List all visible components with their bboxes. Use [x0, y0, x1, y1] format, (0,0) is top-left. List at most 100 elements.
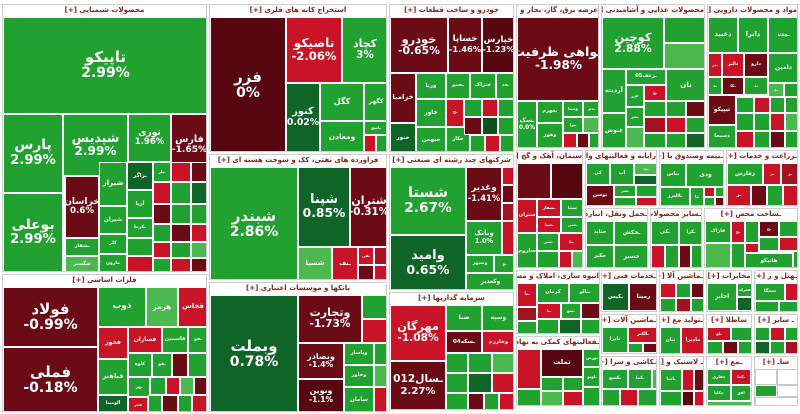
stock-tile[interactable]: اخابر	[707, 283, 737, 311]
stock-tile[interactable]	[374, 365, 386, 387]
stock-tile[interactable]	[694, 391, 703, 405]
stock-tile[interactable]: ـاالبرز	[660, 187, 690, 205]
stock-tile[interactable]: وسپهر	[466, 255, 494, 273]
stock-tile[interactable]	[755, 301, 779, 311]
sector-header[interactable]: فلزات اساسی [+]	[72, 276, 137, 284]
stock-tile[interactable]: حسیر	[614, 245, 647, 267]
stock-tile[interactable]	[171, 258, 191, 271]
stock-tile[interactable]: بیان	[660, 327, 681, 353]
stock-tile[interactable]: دالبر	[722, 53, 744, 77]
stock-tile[interactable]	[153, 258, 171, 271]
stock-tile[interactable]: ـزعف05	[626, 69, 666, 85]
stock-tile[interactable]	[676, 283, 691, 298]
stock-tile[interactable]	[759, 237, 779, 251]
stock-tile[interactable]: رمینا	[629, 283, 656, 311]
stock-tile[interactable]	[191, 182, 206, 204]
stock-tile[interactable]: شتران -0.31%	[350, 167, 386, 247]
stock-tile[interactable]: خودرو -0.65%	[390, 17, 448, 73]
stock-tile[interactable]: ـکما	[731, 369, 751, 385]
stock-tile[interactable]	[583, 117, 598, 133]
stock-tile[interactable]	[785, 341, 797, 353]
stock-tile[interactable]	[171, 182, 191, 204]
stock-tile[interactable]: غنوش	[602, 113, 626, 147]
stock-tile[interactable]	[755, 385, 777, 397]
stock-tile[interactable]	[482, 117, 498, 135]
sector-header[interactable]: محصولات غذایی و آشامیدنی [+]	[602, 6, 704, 14]
stock-tile[interactable]	[694, 369, 703, 391]
stock-tile[interactable]: ـج	[759, 221, 779, 237]
stock-tile[interactable]	[770, 327, 785, 341]
stock-tile[interactable]	[446, 393, 468, 409]
stock-tile[interactable]	[652, 369, 656, 389]
stock-tile[interactable]	[626, 127, 644, 147]
stock-tile[interactable]	[541, 391, 563, 405]
stock-tile[interactable]: ذوب	[98, 287, 146, 327]
stock-tile[interactable]	[704, 187, 715, 197]
stock-tile[interactable]	[150, 377, 166, 395]
stock-tile[interactable]	[563, 391, 583, 405]
stock-tile[interactable]	[715, 187, 723, 197]
stock-tile[interactable]	[446, 373, 468, 393]
stock-tile[interactable]: ودی	[686, 163, 723, 187]
stock-tile[interactable]	[636, 197, 656, 205]
stock-tile[interactable]: سیتا	[561, 199, 582, 217]
sector-header[interactable]: انبوه سازی، املاک و مستغلات [+]	[517, 272, 599, 280]
stock-tile[interactable]	[643, 343, 656, 353]
sector-header[interactable]: ـسایر محصولات [+]	[651, 210, 701, 218]
stock-tile[interactable]: فسازان	[128, 327, 162, 353]
stock-tile[interactable]	[551, 163, 582, 199]
stock-tile[interactable]	[682, 391, 694, 405]
stock-tile[interactable]: ـسو	[561, 303, 581, 319]
stock-tile[interactable]: ـپار	[153, 162, 171, 182]
stock-tile[interactable]: ـسی	[537, 233, 559, 251]
sector-header[interactable]: عرضه برق، گاز، بخار و آب گرم [+]	[517, 6, 598, 14]
stock-tile[interactable]	[754, 97, 770, 113]
stock-tile[interactable]: وسپه	[482, 305, 513, 331]
stock-tile[interactable]: ـکسع	[602, 369, 628, 389]
stock-tile[interactable]	[644, 117, 666, 133]
stock-tile[interactable]: ومینا	[563, 101, 583, 117]
sector-header[interactable]: شرکتهای چند رشته ای صنعتی [+]	[392, 156, 511, 164]
stock-tile[interactable]: خزامیا	[390, 73, 416, 123]
stock-tile[interactable]: فزر 0%	[210, 17, 286, 151]
stock-tile[interactable]	[770, 113, 785, 131]
stock-tile[interactable]	[362, 295, 386, 319]
sector-header[interactable]: ـ لاستیک و [+]	[660, 358, 703, 366]
stock-tile[interactable]: ـو	[494, 255, 513, 273]
stock-tile[interactable]	[731, 327, 751, 341]
stock-tile[interactable]: کاوه	[128, 353, 152, 377]
stock-tile[interactable]	[704, 197, 715, 205]
stock-tile[interactable]: آریا	[127, 190, 153, 218]
stock-tile[interactable]	[492, 353, 513, 373]
stock-tile[interactable]: آردینه	[602, 69, 626, 113]
stock-tile[interactable]	[738, 341, 751, 353]
stock-tile[interactable]	[468, 373, 492, 393]
stock-tile[interactable]: کگل	[320, 83, 364, 121]
stock-tile[interactable]: وخاور	[344, 365, 374, 387]
stock-tile[interactable]: ستران	[517, 199, 537, 233]
stock-tile[interactable]: شستا 2.67%	[390, 167, 466, 235]
stock-tile[interactable]: ـد	[744, 77, 768, 95]
stock-tile[interactable]: شیراز	[99, 162, 127, 206]
stock-tile[interactable]	[676, 298, 691, 311]
stock-tile[interactable]: دعبید	[708, 17, 738, 53]
stock-tile[interactable]	[376, 135, 386, 151]
stock-tile[interactable]	[767, 185, 783, 205]
stock-tile[interactable]	[502, 167, 513, 185]
stock-tile[interactable]	[644, 101, 666, 117]
stock-tile[interactable]	[665, 245, 679, 267]
stock-tile[interactable]: ـسال012 2.27%	[390, 361, 446, 409]
stock-tile[interactable]: شسپا	[298, 247, 332, 279]
sector-header[interactable]: سیمان، آهک و گچ [+]	[517, 152, 582, 160]
stock-tile[interactable]	[731, 243, 745, 267]
stock-tile[interactable]	[148, 395, 162, 411]
stock-tile[interactable]	[666, 133, 686, 147]
stock-tile[interactable]: چکاپا	[707, 385, 731, 401]
stock-tile[interactable]	[745, 243, 759, 253]
stock-tile[interactable]: شبندر 2.86%	[210, 167, 298, 279]
stock-tile[interactable]: ونوین -1.1%	[298, 379, 344, 411]
stock-tile[interactable]	[779, 301, 797, 311]
sector-header[interactable]: ساـ [+]	[762, 358, 790, 366]
stock-tile[interactable]	[485, 135, 500, 151]
stock-tile[interactable]	[754, 113, 770, 131]
